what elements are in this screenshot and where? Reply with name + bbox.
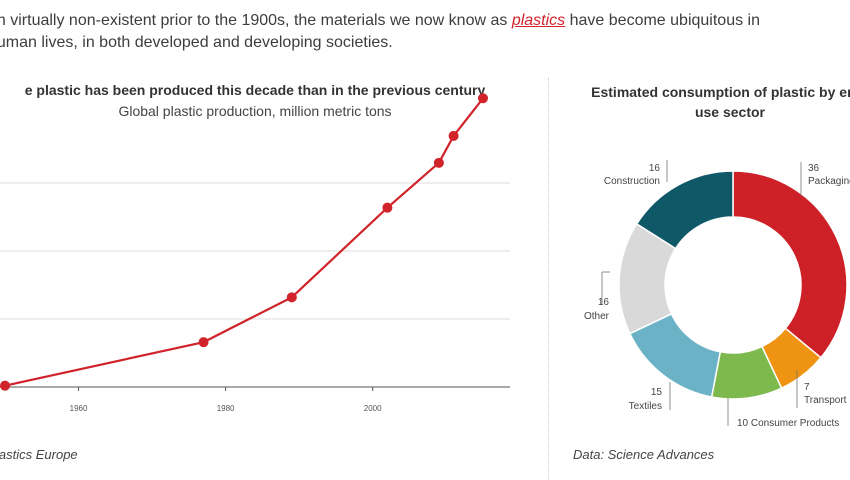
- panel-divider: [548, 78, 550, 480]
- slice-value-label: 16: [598, 297, 610, 308]
- slice-category-label: Packaging: [808, 176, 850, 187]
- slice-category-label: Construction: [604, 176, 660, 187]
- slice-category-label: Transport: [804, 395, 847, 406]
- intro-text-before: gh virtually non-existent prior to the 1…: [0, 12, 512, 29]
- intro-line-2: human lives, in both developed and devel…: [0, 34, 393, 51]
- slice-category-label: Other: [584, 311, 610, 322]
- data-point[interactable]: [382, 202, 393, 213]
- intro-paragraph: gh virtually non-existent prior to the 1…: [0, 10, 850, 54]
- donut-slice-packaging[interactable]: [732, 170, 848, 359]
- line-chart-title: e plastic has been produced this decade …: [24, 82, 486, 98]
- data-point[interactable]: [478, 93, 488, 104]
- slice-value-label: 36: [808, 163, 820, 174]
- slice-label: 10 Consumer Products: [737, 418, 839, 429]
- line-chart-source: lastics Europe: [0, 447, 78, 462]
- data-point[interactable]: [286, 292, 297, 303]
- plastics-link[interactable]: plastics: [511, 12, 566, 29]
- line-chart: 1960 1980 2000: [0, 93, 510, 413]
- donut-chart-title: Estimated consumption of plastic by end-…: [591, 84, 850, 120]
- data-point[interactable]: [433, 157, 444, 168]
- data-point[interactable]: [198, 337, 209, 348]
- donut-chart-source: Data: Science Advances: [573, 447, 715, 462]
- donut-chart: 36 Packaging 7 Transport 10 Consumer Product…: [584, 160, 850, 429]
- x-tick-label: 1960: [70, 404, 88, 413]
- slice-category-label: Textiles: [629, 401, 662, 412]
- data-point[interactable]: [448, 130, 459, 141]
- slice-value-label: 7: [804, 382, 810, 393]
- slice-value-label: 15: [651, 387, 663, 398]
- slice-value-label: 16: [649, 163, 661, 174]
- data-point[interactable]: [0, 380, 10, 391]
- line-chart-subtitle: Global plastic production, million metri…: [118, 103, 392, 119]
- intro-text-after: have become ubiquitous in: [565, 12, 760, 29]
- x-tick-label: 2000: [364, 404, 382, 413]
- production-line: [4, 97, 484, 387]
- donut-slice-construction[interactable]: [635, 170, 734, 250]
- intro-line-1: gh virtually non-existent prior to the 1…: [0, 10, 850, 32]
- x-tick-label: 1980: [217, 404, 235, 413]
